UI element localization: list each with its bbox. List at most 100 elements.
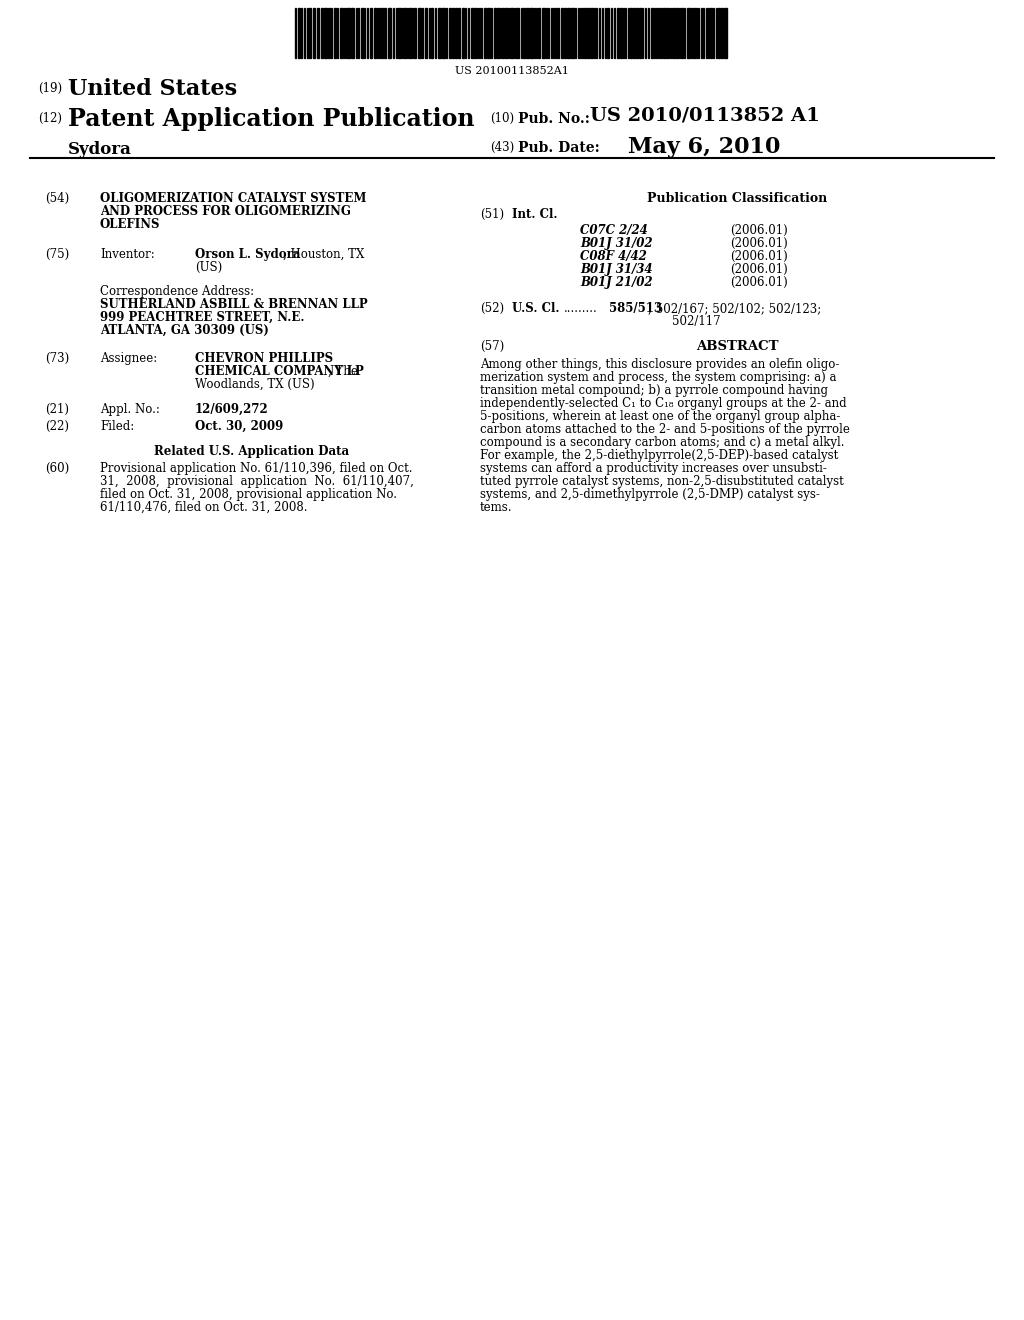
Bar [414, 8, 416, 58]
Text: (75): (75) [45, 248, 70, 261]
Bar [673, 8, 675, 58]
Text: (21): (21) [45, 403, 69, 416]
Bar [409, 8, 411, 58]
Text: US 2010/0113852 A1: US 2010/0113852 A1 [590, 107, 820, 125]
Text: United States: United States [68, 78, 238, 100]
Bar [663, 8, 665, 58]
Text: Appl. No.:: Appl. No.: [100, 403, 160, 416]
Text: Provisional application No. 61/110,396, filed on Oct.: Provisional application No. 61/110,396, … [100, 462, 413, 475]
Bar [309, 8, 311, 58]
Bar [438, 8, 441, 58]
Bar [317, 8, 319, 58]
Text: filed on Oct. 31, 2008, provisional application No.: filed on Oct. 31, 2008, provisional appl… [100, 488, 397, 502]
Text: Assignee:: Assignee: [100, 352, 158, 366]
Bar [384, 8, 386, 58]
Bar [620, 8, 622, 58]
Bar [721, 8, 723, 58]
Bar [351, 8, 354, 58]
Bar [564, 8, 566, 58]
Bar [607, 8, 609, 58]
Bar [639, 8, 641, 58]
Bar [328, 8, 330, 58]
Text: Pub. No.:: Pub. No.: [518, 112, 590, 125]
Text: independently-selected C₁ to C₁₈ organyl groups at the 2- and: independently-selected C₁ to C₁₈ organyl… [480, 397, 847, 411]
Text: (22): (22) [45, 420, 69, 433]
Bar [557, 8, 559, 58]
Text: 61/110,476, filed on Oct. 31, 2008.: 61/110,476, filed on Oct. 31, 2008. [100, 502, 307, 513]
Bar [298, 8, 300, 58]
Text: (57): (57) [480, 341, 504, 352]
Bar [449, 8, 451, 58]
Text: Filed:: Filed: [100, 420, 134, 433]
Text: (2006.01): (2006.01) [730, 276, 787, 289]
Bar [471, 8, 473, 58]
Bar [687, 8, 690, 58]
Text: OLIGOMERIZATION CATALYST SYSTEM: OLIGOMERIZATION CATALYST SYSTEM [100, 191, 367, 205]
Text: tems.: tems. [480, 502, 512, 513]
Text: carbon atoms attached to the 2- and 5-positions of the pyrrole: carbon atoms attached to the 2- and 5-po… [480, 422, 850, 436]
Text: .........: ......... [564, 302, 598, 315]
Bar [381, 8, 383, 58]
Text: 999 PEACHTREE STREET, N.E.: 999 PEACHTREE STREET, N.E. [100, 312, 304, 323]
Text: Publication Classification: Publication Classification [647, 191, 827, 205]
Bar [724, 8, 727, 58]
Bar [452, 8, 454, 58]
Text: US 20100113852A1: US 20100113852A1 [455, 66, 569, 77]
Bar [526, 8, 529, 58]
Bar [681, 8, 683, 58]
Bar [484, 8, 486, 58]
Bar [561, 8, 563, 58]
Bar [693, 8, 695, 58]
Text: Oct. 30, 2009: Oct. 30, 2009 [195, 420, 284, 433]
Bar [388, 8, 391, 58]
Bar [523, 8, 525, 58]
Bar [347, 8, 350, 58]
Bar [487, 8, 490, 58]
Text: Woodlands, TX (US): Woodlands, TX (US) [195, 378, 314, 391]
Text: 31,  2008,  provisional  application  No.  61/110,407,: 31, 2008, provisional application No. 61… [100, 475, 414, 488]
Bar [510, 8, 513, 58]
Bar [418, 8, 421, 58]
Bar [497, 8, 499, 58]
Text: (60): (60) [45, 462, 70, 475]
Bar [651, 8, 653, 58]
Bar [666, 8, 668, 58]
Text: 502/117: 502/117 [672, 315, 721, 327]
Bar [458, 8, 460, 58]
Bar [474, 8, 476, 58]
Text: ATLANTA, GA 30309 (US): ATLANTA, GA 30309 (US) [100, 323, 269, 337]
Text: CHEVRON PHILLIPS: CHEVRON PHILLIPS [195, 352, 333, 366]
Text: C07C 2/24: C07C 2/24 [580, 224, 648, 238]
Text: compound is a secondary carbon atoms; and c) a metal alkyl.: compound is a secondary carbon atoms; an… [480, 436, 845, 449]
Text: ABSTRACT: ABSTRACT [695, 341, 778, 352]
Text: B01J 31/02: B01J 31/02 [580, 238, 652, 249]
Text: (51): (51) [480, 209, 504, 220]
Bar [462, 8, 464, 58]
Text: transition metal compound; b) a pyrrole compound having: transition metal compound; b) a pyrrole … [480, 384, 828, 397]
Text: Inventor:: Inventor: [100, 248, 155, 261]
Text: Orson L. Sydora: Orson L. Sydora [195, 248, 300, 261]
Bar [404, 8, 406, 58]
Text: , Houston, TX: , Houston, TX [283, 248, 365, 261]
Bar [636, 8, 638, 58]
Bar [538, 8, 540, 58]
Text: Correspondence Address:: Correspondence Address: [100, 285, 254, 298]
Bar [324, 8, 327, 58]
Text: Among other things, this disclosure provides an olefin oligo-: Among other things, this disclosure prov… [480, 358, 840, 371]
Bar [431, 8, 433, 58]
Bar [530, 8, 534, 58]
Text: (2006.01): (2006.01) [730, 224, 787, 238]
Text: (73): (73) [45, 352, 70, 366]
Bar [710, 8, 712, 58]
Bar [502, 8, 504, 58]
Text: 12/609,272: 12/609,272 [195, 403, 268, 416]
Bar [361, 8, 362, 58]
Text: (2006.01): (2006.01) [730, 249, 787, 263]
Text: Sydora: Sydora [68, 141, 132, 158]
Bar [455, 8, 457, 58]
Text: U.S. Cl.: U.S. Cl. [512, 302, 559, 315]
Bar [505, 8, 507, 58]
Text: (54): (54) [45, 191, 70, 205]
Text: B01J 21/02: B01J 21/02 [580, 276, 652, 289]
Bar [321, 8, 323, 58]
